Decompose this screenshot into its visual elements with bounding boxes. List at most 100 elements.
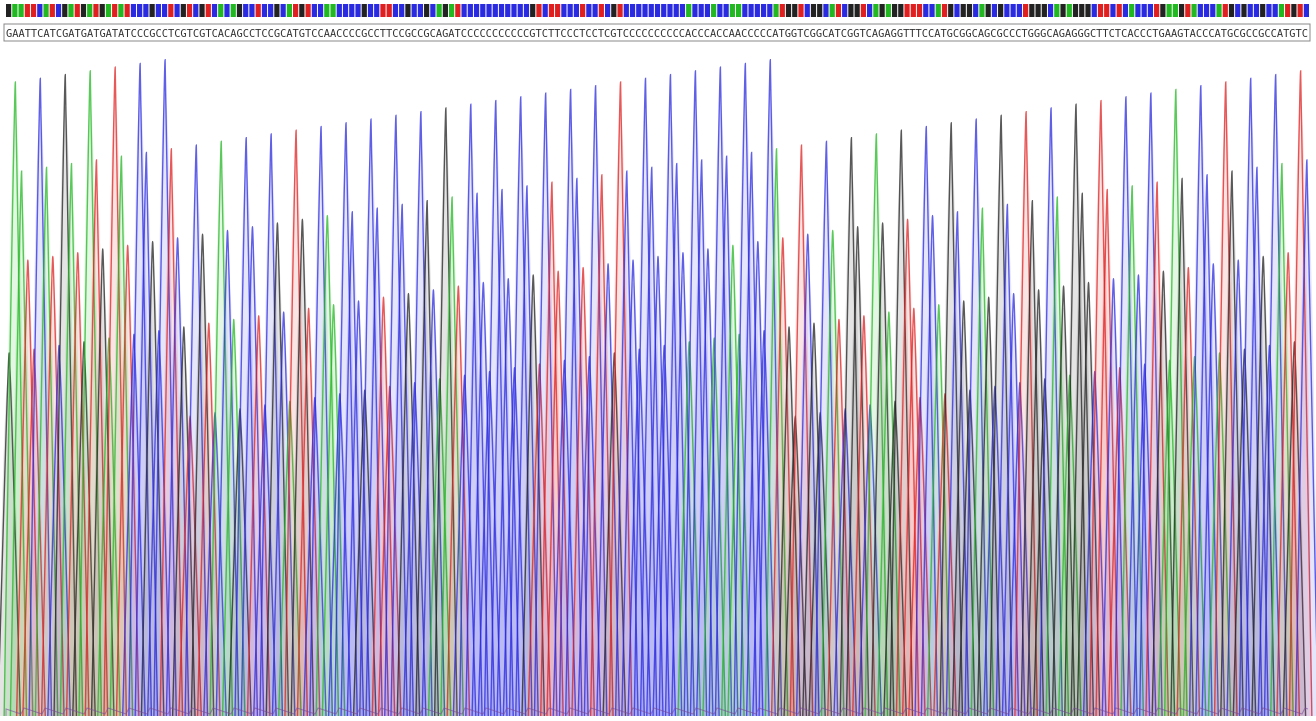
peak (652, 344, 677, 717)
peak-fill (765, 177, 788, 716)
peak (920, 214, 945, 717)
peak (184, 144, 209, 717)
peak (845, 226, 870, 717)
base-block (149, 4, 155, 17)
peak (196, 322, 221, 717)
peak (777, 326, 801, 717)
base-block (548, 4, 555, 17)
peak (1269, 162, 1294, 717)
peak (440, 196, 465, 717)
peak-fill (690, 187, 713, 716)
peak-fill (1227, 282, 1250, 716)
peak-fill (1114, 127, 1138, 716)
peak-fill (1214, 113, 1238, 716)
base-block (573, 4, 580, 17)
base-block (1116, 4, 1122, 17)
base-block (1154, 4, 1160, 17)
peak (284, 129, 309, 717)
peak-fill (54, 106, 77, 716)
base-block (243, 4, 249, 17)
peak-fill (1120, 212, 1144, 716)
peak-fill (759, 92, 782, 716)
base-block (636, 4, 642, 17)
base-block (505, 4, 511, 17)
peak (78, 70, 103, 717)
peak-fill (284, 159, 308, 716)
peak-fill (1027, 311, 1050, 716)
base-block (842, 4, 848, 17)
peak-fill (977, 318, 1000, 716)
peak-fill (384, 145, 408, 716)
peak (340, 211, 365, 717)
base-block (1091, 4, 1097, 17)
peak-fill (29, 110, 52, 716)
base-block (1079, 4, 1085, 17)
peak (153, 58, 178, 717)
peak (533, 92, 558, 717)
peak (321, 303, 346, 717)
base-block (580, 4, 586, 17)
base-block (87, 4, 93, 17)
peak (1064, 103, 1088, 717)
base-block (436, 4, 442, 17)
peak-fill (964, 148, 988, 716)
peak (103, 66, 128, 717)
base-block (1047, 4, 1054, 17)
peak-fill (952, 321, 975, 716)
peak-fill (1239, 110, 1262, 716)
base-block (424, 4, 430, 17)
peak-fill (60, 191, 83, 716)
peak (22, 348, 47, 717)
peak (1188, 84, 1213, 717)
peak-fill (1264, 106, 1287, 716)
base-block (991, 4, 998, 17)
peak-fill (128, 96, 152, 716)
base-block (1216, 4, 1222, 17)
peak-fill (721, 268, 745, 716)
sequence-text: GAATTCATCGATGATGATATCCCGCCTCGTCGTCACAGCC… (6, 27, 1308, 40)
base-block (854, 4, 860, 17)
peak-fill (141, 265, 164, 716)
base-block (161, 4, 168, 17)
base-block (1222, 4, 1228, 17)
peak (209, 140, 234, 717)
peak-fill (91, 272, 114, 716)
base-block (511, 4, 517, 17)
base-block (1260, 4, 1266, 17)
peak-fill (740, 180, 763, 716)
base-block (954, 4, 960, 17)
base-block (723, 4, 729, 17)
base-block (1272, 4, 1278, 17)
base-block (486, 4, 492, 17)
base-block (904, 4, 910, 17)
base-block (324, 4, 330, 17)
base-block (43, 4, 49, 17)
base-block (1253, 4, 1260, 17)
base-block (24, 4, 30, 17)
peak (820, 229, 845, 717)
peak (159, 148, 184, 717)
peak (1288, 70, 1313, 717)
peak-fill (1170, 205, 1194, 716)
peak (958, 389, 982, 717)
peak-fill (940, 152, 963, 716)
peak (384, 114, 408, 717)
base-block (199, 4, 205, 17)
peak-fill (247, 335, 270, 716)
peak-fill (902, 328, 926, 716)
base-block (517, 4, 523, 17)
base-block (74, 4, 80, 17)
peak (240, 226, 265, 717)
peak-fill (621, 282, 645, 716)
base-block (617, 4, 623, 17)
peak-fill (584, 117, 607, 716)
peak (995, 203, 1020, 717)
peak (0, 352, 22, 717)
peak (627, 348, 652, 717)
peak-fill (659, 106, 682, 716)
peak-fill (746, 265, 770, 716)
peak (97, 337, 121, 717)
peak (59, 162, 84, 717)
peak-fill (484, 131, 508, 716)
